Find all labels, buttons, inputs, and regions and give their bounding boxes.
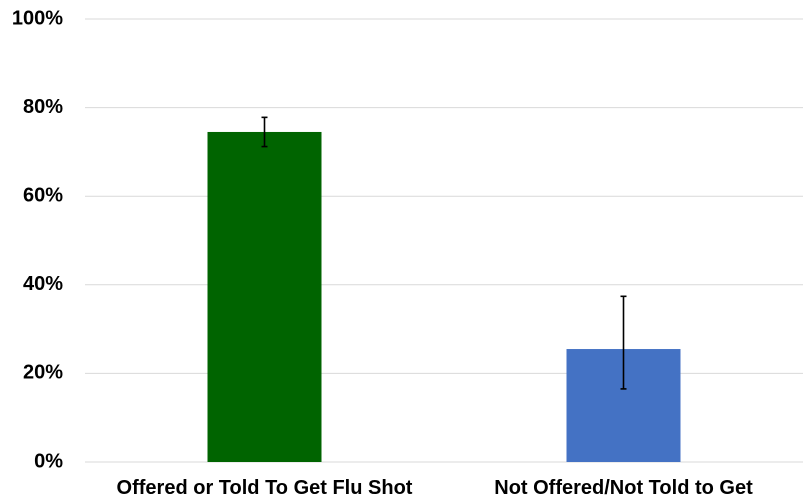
- y-tick-label: 20%: [23, 362, 63, 384]
- gridlines: [85, 18, 803, 463]
- bar: [207, 131, 322, 462]
- error-bar: [261, 116, 268, 148]
- y-axis-tick-labels: 0% 20% 40% 60% 80% 100%: [12, 7, 63, 472]
- bars: [207, 131, 681, 462]
- error-bars: [261, 116, 627, 390]
- error-bar: [620, 295, 627, 390]
- x-category-label: Offered or Told To Get Flu Shot: [117, 477, 413, 499]
- y-tick-label: 40%: [23, 273, 63, 295]
- y-tick-label: 60%: [23, 184, 63, 206]
- y-tick-label: 80%: [23, 96, 63, 118]
- y-tick-label: 0%: [34, 450, 63, 472]
- y-tick-label: 100%: [12, 7, 63, 29]
- x-category-label: Not Offered/Not Told to Get: [494, 477, 753, 499]
- x-axis-category-labels: Offered or Told To Get Flu Shot Not Offer…: [117, 477, 754, 499]
